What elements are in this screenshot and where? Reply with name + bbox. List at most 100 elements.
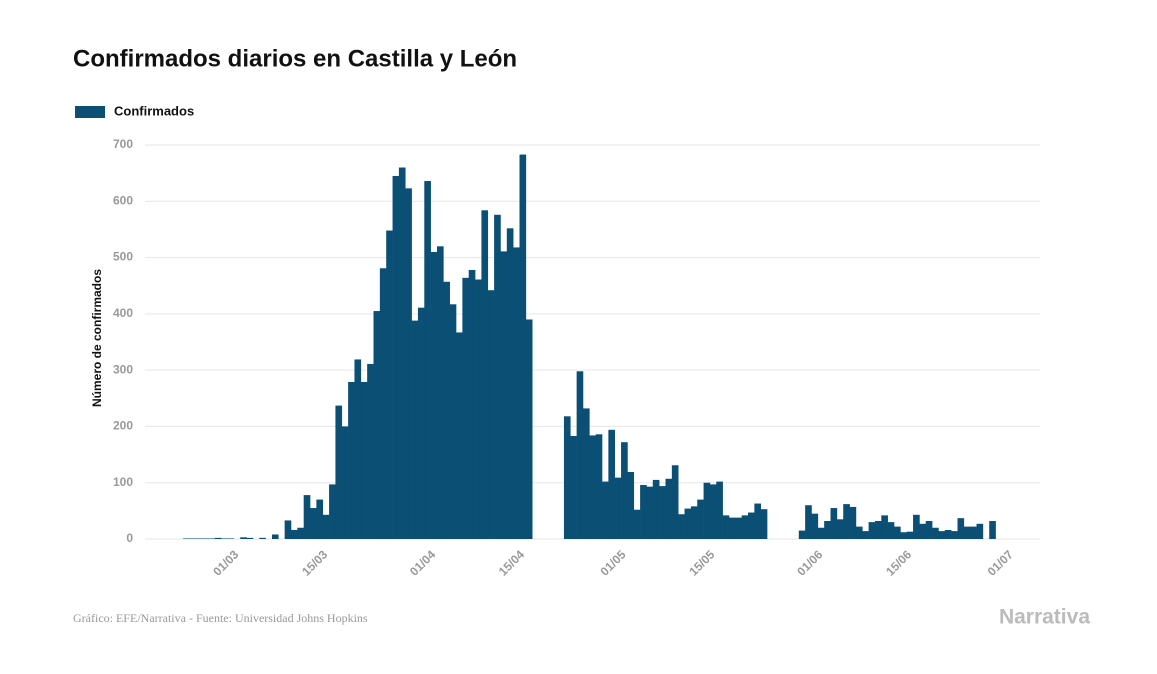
bar xyxy=(621,442,628,539)
bar xyxy=(690,506,698,539)
bar xyxy=(475,279,482,539)
bar xyxy=(805,505,812,539)
y-tick-label: 300 xyxy=(113,362,133,376)
bar xyxy=(297,527,304,539)
bar xyxy=(874,520,882,539)
y-tick-label: 500 xyxy=(113,250,133,264)
bar xyxy=(640,484,647,539)
bar xyxy=(202,538,209,539)
bar xyxy=(709,484,717,539)
bar xyxy=(348,381,355,539)
bar xyxy=(684,508,692,539)
bar xyxy=(341,426,349,539)
bar xyxy=(855,526,863,539)
x-tick-label: 01/05 xyxy=(597,547,628,578)
bar xyxy=(938,531,946,539)
bar xyxy=(221,538,228,539)
bar xyxy=(519,154,527,539)
logo: Narrativa xyxy=(999,606,1090,629)
bar xyxy=(951,531,958,539)
bar xyxy=(468,269,476,539)
bar xyxy=(386,230,393,539)
bar xyxy=(570,435,577,539)
bar xyxy=(487,290,495,539)
bar xyxy=(246,537,254,539)
y-tick-label: 600 xyxy=(113,193,133,207)
chart-title: Confirmados diarios en Castilla y León xyxy=(73,45,517,72)
bar xyxy=(379,268,387,539)
bar xyxy=(836,519,844,539)
bar xyxy=(944,529,952,539)
bar xyxy=(881,515,888,539)
x-tick-label: 01/07 xyxy=(985,547,1016,578)
bar xyxy=(989,520,996,539)
bar xyxy=(932,527,939,539)
bar xyxy=(481,210,489,539)
y-tick-label: 0 xyxy=(126,531,133,545)
bar xyxy=(240,537,247,539)
bar xyxy=(665,478,673,539)
bar xyxy=(310,508,317,539)
x-tick-label: 15/06 xyxy=(883,547,914,578)
y-axis-label: Número de confirmados xyxy=(90,269,104,407)
bar xyxy=(697,499,704,539)
bar xyxy=(722,515,730,539)
bar xyxy=(976,523,984,539)
bar xyxy=(633,509,641,539)
bar xyxy=(354,359,362,539)
y-tick-label: 400 xyxy=(113,306,133,320)
bar xyxy=(436,246,444,540)
bar xyxy=(919,523,927,539)
y-tick-label: 200 xyxy=(113,419,133,433)
bar xyxy=(284,520,292,539)
bar xyxy=(259,537,266,539)
bar xyxy=(214,537,222,539)
bar xyxy=(735,517,742,539)
bar xyxy=(748,512,755,539)
bar xyxy=(906,531,914,539)
bar xyxy=(849,506,857,539)
bar xyxy=(456,332,463,539)
bar xyxy=(494,214,501,539)
bar xyxy=(760,509,768,539)
bar xyxy=(830,508,838,539)
bar xyxy=(811,513,819,539)
y-tick-label: 700 xyxy=(113,137,133,151)
bar xyxy=(430,251,438,539)
bar xyxy=(405,188,412,539)
x-tick-label: 01/06 xyxy=(794,547,825,578)
bar xyxy=(195,538,203,539)
source: Gráfico: EFE/Narrativa - Fuente: Univers… xyxy=(73,611,368,625)
bar xyxy=(183,538,190,539)
bar xyxy=(652,479,660,539)
x-tick-label: 01/03 xyxy=(210,547,241,578)
bar xyxy=(417,307,425,539)
x-tick-label: 15/05 xyxy=(686,547,717,578)
bar xyxy=(843,504,850,539)
bar xyxy=(627,472,635,539)
bar xyxy=(925,520,933,539)
bar xyxy=(602,481,609,539)
bar xyxy=(208,538,216,539)
bar xyxy=(506,228,514,539)
bar xyxy=(316,499,324,539)
bar xyxy=(646,486,654,539)
bar xyxy=(322,514,330,539)
bar xyxy=(411,320,419,539)
bar xyxy=(449,304,457,539)
bar xyxy=(443,281,450,539)
bar xyxy=(741,515,749,539)
x-tick-label: 15/03 xyxy=(299,547,330,578)
legend-label: Confirmados xyxy=(114,103,194,118)
bar xyxy=(462,277,470,539)
bar xyxy=(525,319,533,539)
bar xyxy=(963,526,971,539)
bar xyxy=(189,538,197,539)
bar xyxy=(290,529,298,539)
y-tick-label: 100 xyxy=(113,475,133,489)
bar xyxy=(576,371,584,539)
bar xyxy=(913,514,920,539)
bar xyxy=(970,526,977,539)
bar xyxy=(817,527,825,539)
